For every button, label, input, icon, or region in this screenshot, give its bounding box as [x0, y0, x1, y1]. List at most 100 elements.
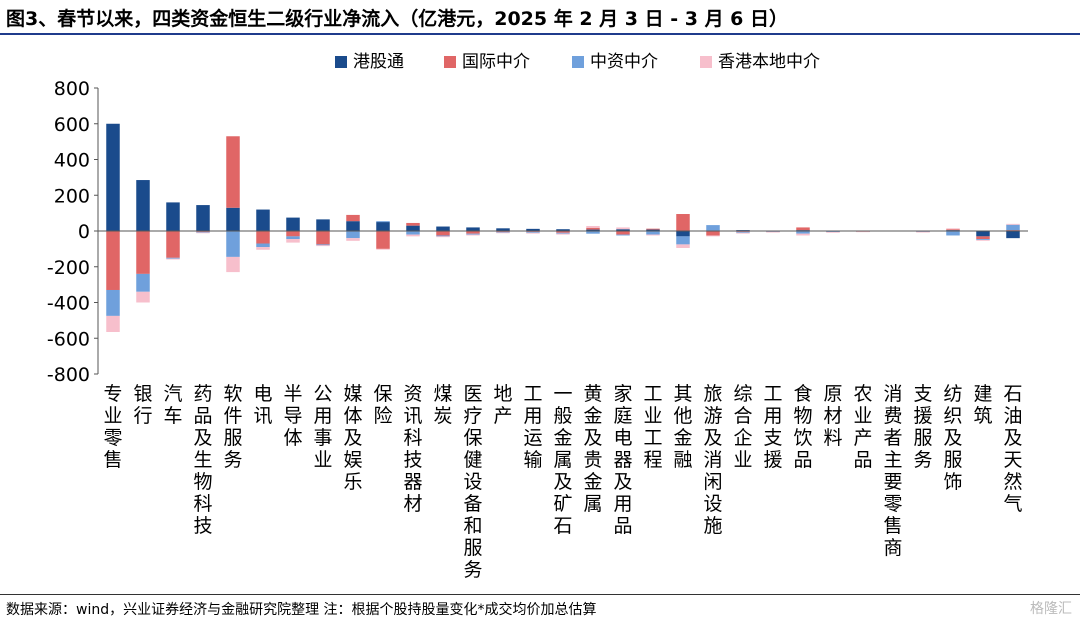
- bar-segment: [436, 236, 450, 238]
- bar-segment: [526, 228, 540, 231]
- bar-segment: [286, 239, 300, 243]
- bar-segment: [106, 231, 120, 290]
- bar-segment: [466, 231, 480, 234]
- bar-segment: [166, 257, 180, 259]
- bar-segment: [496, 231, 510, 233]
- bar-segment: [346, 238, 360, 241]
- y-tick-label: -400: [47, 293, 90, 315]
- x-category-label: 纺织及服饰: [943, 383, 962, 493]
- bar-segment: [676, 231, 690, 237]
- legend-item: 港股通: [335, 52, 404, 72]
- x-category-label: 汽车: [163, 383, 182, 427]
- bar-segment: [1006, 231, 1020, 239]
- bar-segment: [196, 232, 210, 234]
- bar-segment: [466, 234, 480, 236]
- x-category-label: 电讯: [253, 383, 272, 427]
- y-tick-label: 800: [54, 78, 90, 100]
- y-tick-label: -800: [47, 364, 90, 386]
- bar-segment: [136, 231, 150, 274]
- bar-segment: [466, 233, 480, 235]
- bar-segment: [256, 243, 270, 248]
- legend-item: 香港本地中介: [700, 52, 820, 72]
- bar-segment: [736, 231, 750, 233]
- y-tick-label: -600: [47, 328, 90, 350]
- bar-segment: [676, 214, 690, 231]
- x-category-label: 医疗保健设备和服务: [463, 383, 482, 581]
- bar-segment: [376, 231, 390, 249]
- bar-segment: [256, 209, 270, 231]
- bar-segment: [976, 231, 990, 237]
- x-category-label: 综合企业: [733, 383, 752, 471]
- bar-segment: [286, 231, 300, 237]
- bar-segment: [226, 136, 240, 208]
- bar-segment: [586, 225, 600, 228]
- x-category-label: 药品及生物科技: [193, 383, 212, 537]
- bar-segment: [406, 225, 420, 231]
- x-category-label: 银行: [133, 383, 152, 427]
- x-category-label: 其他金融: [673, 383, 692, 471]
- bar-segment: [586, 231, 600, 234]
- legend-swatch: [444, 56, 456, 68]
- bar-segment: [646, 231, 660, 235]
- footer-rule: [0, 594, 1080, 595]
- x-category-label: 工业工程: [643, 383, 662, 471]
- bar-segment: [556, 233, 570, 235]
- bar-segment: [736, 232, 750, 234]
- bar-segment: [916, 231, 930, 233]
- y-tick-label: -200: [47, 257, 90, 279]
- bar-segment: [226, 231, 240, 257]
- bar-segment: [436, 231, 450, 236]
- legend-label: 香港本地中介: [718, 52, 820, 72]
- legend-label: 港股通: [353, 52, 404, 72]
- bar-segment: [556, 229, 570, 231]
- bar-segment: [136, 180, 150, 231]
- bar-segment: [136, 273, 150, 292]
- bar-segment: [466, 227, 480, 231]
- bar-segment: [436, 235, 450, 237]
- bar-segment: [976, 239, 990, 240]
- legend-swatch: [572, 56, 584, 68]
- bar-segment: [676, 236, 690, 245]
- bar-segment: [496, 232, 510, 234]
- y-tick-label: 200: [54, 185, 90, 207]
- bar-segment: [706, 235, 720, 237]
- bar-segment: [226, 256, 240, 273]
- bar-segment: [196, 231, 210, 233]
- x-category-label: 工用运输: [523, 383, 542, 471]
- bar-segment: [526, 231, 540, 233]
- bar-segment: [586, 227, 600, 230]
- title-underline: [0, 33, 1080, 35]
- bar-segment: [376, 221, 390, 223]
- x-category-label: 旅游及消闲设施: [703, 383, 722, 537]
- bar-series-group: [106, 123, 1020, 332]
- bar-segment: [346, 231, 360, 239]
- bar-segment: [376, 248, 390, 250]
- x-category-label: 农业产品: [853, 383, 872, 471]
- bar-segment: [616, 229, 630, 231]
- stacked-bar-chart: 港股通 国际中介 中资中介 香港本地中介 800 600 400 200 0 -200 -400 -…: [47, 52, 1028, 581]
- bar-segment: [646, 229, 660, 231]
- bar-segment: [796, 231, 810, 234]
- bar-segment: [826, 231, 840, 233]
- x-axis: 专业零售银行汽车药品及生物科技软件服务电讯半导体公用事业媒体及娱乐保险资讯科技器…: [98, 230, 1028, 581]
- bar-segment: [346, 214, 360, 222]
- bar-segment: [226, 207, 240, 231]
- bar-segment: [646, 234, 660, 236]
- x-category-label: 石油及天然气: [1003, 383, 1022, 515]
- bar-segment: [796, 233, 810, 236]
- bar-segment: [526, 232, 540, 234]
- x-category-label: 工用支援: [763, 383, 782, 471]
- legend-item: 国际中介: [444, 52, 530, 72]
- bar-segment: [796, 227, 810, 231]
- bar-segment: [556, 232, 570, 234]
- legend-label: 中资中介: [590, 52, 658, 72]
- figure-title: 图3、春节以来，四类资金恒生二级行业净流入（亿港元，2025 年 2 月 3 日…: [6, 8, 789, 30]
- x-category-label: 一般金属及矿石: [553, 383, 572, 537]
- x-category-label: 半导体: [283, 383, 302, 449]
- bar-segment: [316, 231, 330, 245]
- bar-segment: [376, 222, 390, 231]
- x-category-label: 家庭电器及用品: [613, 383, 632, 537]
- legend-item: 中资中介: [572, 52, 658, 72]
- bar-segment: [976, 236, 990, 240]
- bar-segment: [586, 229, 600, 231]
